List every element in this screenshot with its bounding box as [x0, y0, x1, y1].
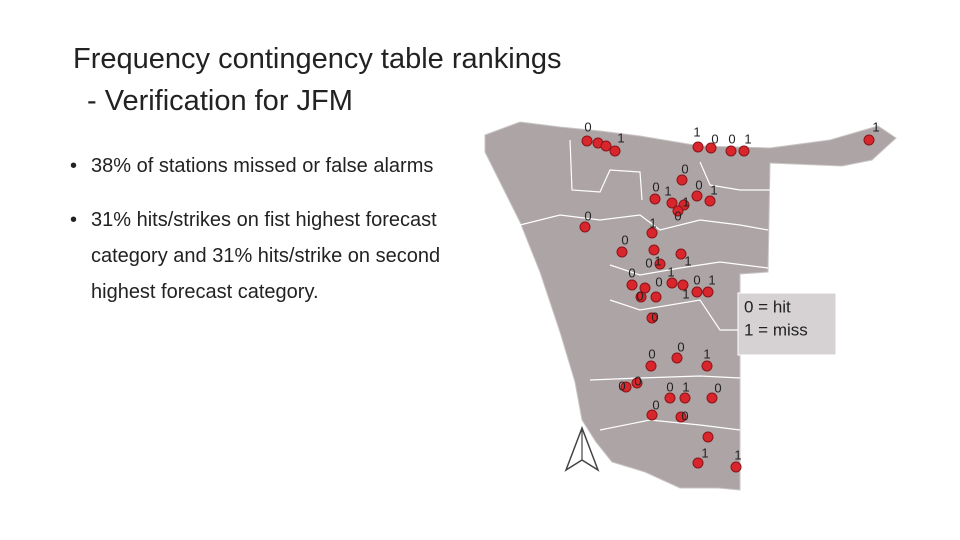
station-label: 1 [708, 272, 715, 287]
station-label: 1 [684, 253, 691, 268]
station-label: 0 [674, 208, 681, 223]
station-label: 0 [655, 274, 662, 289]
station-dot [671, 352, 683, 364]
station-dot [645, 360, 657, 372]
station-dot [675, 248, 687, 260]
slide-title: Frequency contingency table rankings - V… [73, 38, 561, 122]
station-label: 0 [636, 288, 643, 303]
station-label: 0 [628, 265, 635, 280]
station-dot [672, 205, 684, 217]
station-dot [631, 377, 643, 389]
station-label: 0 [677, 339, 684, 354]
station-label: 0 [652, 397, 659, 412]
legend-text: 1 = miss [744, 320, 808, 339]
station-dot [654, 258, 666, 270]
station-label: 0 [621, 232, 628, 247]
station-dot [676, 174, 688, 186]
legend-text: 0 = hit [744, 297, 791, 316]
station-label: 1 [649, 215, 656, 230]
station-label: 1 [664, 183, 671, 198]
station-label: 0 [584, 119, 591, 134]
station-label: 1 [734, 447, 741, 462]
title-line: - Verification for JFM [87, 85, 353, 117]
title-line: Frequency contingency table rankings [73, 43, 562, 75]
station-label: 1 [703, 346, 710, 361]
station-dot [666, 277, 678, 289]
station-label: 1 [701, 445, 708, 460]
station-dot [706, 392, 718, 404]
station-dot [677, 279, 689, 291]
station-dot [692, 141, 704, 153]
legend-box [737, 292, 837, 356]
region-borders [519, 139, 770, 431]
station-dot [691, 190, 703, 202]
station-dot [666, 197, 678, 209]
bullet: 38% of stations missed or false alarms [70, 148, 460, 184]
station-dot [692, 457, 704, 469]
station-dot [581, 135, 593, 147]
station-dot [691, 286, 703, 298]
station-label: 1 [693, 124, 700, 139]
station-dot [679, 392, 691, 404]
station-dot [646, 312, 658, 324]
station-dot [701, 360, 713, 372]
station-label: 0 [728, 131, 735, 146]
bullet: 31% hits/strikes on fist highest forecas… [70, 202, 460, 310]
station-dot [664, 392, 676, 404]
station-label: 0 [648, 346, 655, 361]
station-label: 0 [666, 379, 673, 394]
station-dot [635, 291, 647, 303]
station-dot [600, 140, 612, 152]
station-dot [702, 286, 714, 298]
station-label: 0 [681, 408, 688, 423]
station-label: 0 [584, 208, 591, 223]
station-label: 0 [651, 309, 658, 324]
station-dot [704, 195, 716, 207]
station-dot [646, 409, 658, 421]
station-label: 0 [693, 272, 700, 287]
station-dot [725, 145, 737, 157]
station-label: 0 [695, 177, 702, 192]
station-dot [648, 244, 660, 256]
station-label: 0 [618, 378, 625, 393]
station-label: 0 [711, 131, 718, 146]
station-dot [730, 461, 742, 473]
station-dot [626, 279, 638, 291]
station-label: 0 [652, 179, 659, 194]
station-label: 1 [682, 194, 689, 209]
station-label: 0 [714, 380, 721, 395]
station-dot [705, 142, 717, 154]
station-label: 0 [645, 255, 652, 270]
station-dot [620, 381, 632, 393]
station-dot [616, 246, 628, 258]
station-dot [649, 193, 661, 205]
station-dot [863, 134, 875, 146]
station-label: 1 [617, 130, 624, 145]
bullet-list: 38% of stations missed or false alarms 3… [70, 148, 460, 328]
station-dot [650, 291, 662, 303]
station-label: 0 [634, 373, 641, 388]
station-dot [738, 145, 750, 157]
station-dot [579, 221, 591, 233]
station-dot [702, 431, 714, 443]
station-label: 1 [710, 182, 717, 197]
station-dot [639, 282, 651, 294]
station-label: 1 [667, 264, 674, 279]
station-label: 1 [682, 379, 689, 394]
station-label: 1 [872, 119, 879, 134]
station-label: 1 [744, 131, 751, 146]
station-dot [675, 411, 687, 423]
station-label: 1 [654, 253, 661, 268]
station-dot [609, 145, 621, 157]
station-label: 1 [682, 286, 689, 301]
station-label: 0 [681, 161, 688, 176]
country-shape [484, 121, 897, 491]
station-dot [646, 227, 658, 239]
